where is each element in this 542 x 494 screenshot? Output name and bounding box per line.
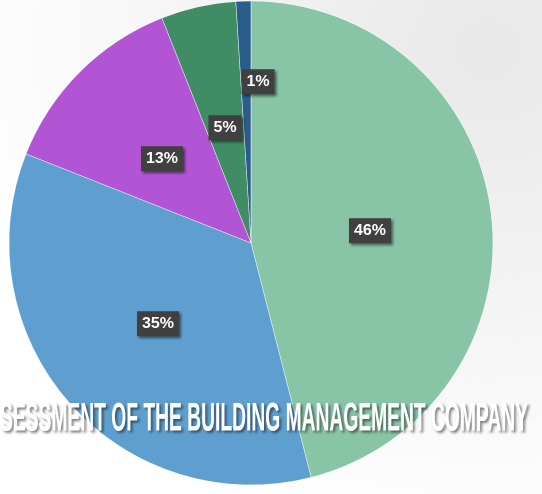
pie-slice — [235, 0, 252, 244]
data-label: 35% — [136, 311, 180, 337]
data-label-box — [208, 115, 242, 141]
data-label-box — [140, 146, 184, 172]
data-label-box — [136, 311, 180, 337]
data-label-text: 46% — [354, 222, 386, 239]
data-label: 5% — [208, 115, 242, 141]
pie-slice — [25, 17, 252, 244]
chart-title: SESSMENT OF THE BUILDING MANAGEMENT COMP… — [0, 396, 528, 440]
data-label-text: 13% — [146, 150, 178, 167]
data-label: 46% — [348, 218, 392, 244]
data-label-text: 5% — [213, 119, 236, 136]
data-label: 1% — [241, 69, 275, 95]
data-label-box — [348, 218, 392, 244]
data-label: 13% — [140, 146, 184, 172]
data-label-box — [241, 69, 275, 95]
data-label-text: 1% — [246, 73, 269, 90]
data-label-text: 35% — [142, 315, 174, 332]
